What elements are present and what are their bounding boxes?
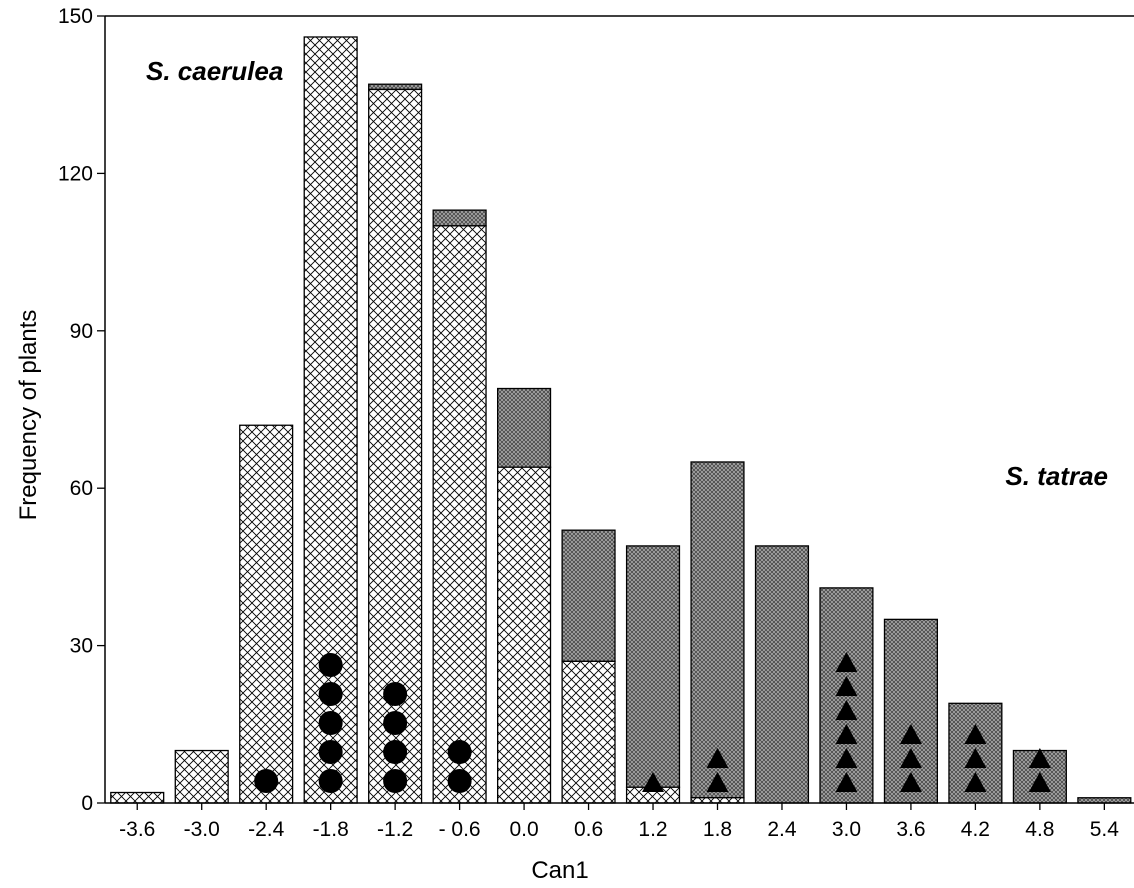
circle-marker — [318, 711, 343, 735]
circle-marker — [383, 711, 408, 735]
circle-marker — [383, 682, 408, 706]
x-tick-label: -1.8 — [313, 818, 349, 841]
triangle-marker — [1028, 748, 1051, 768]
bar-s-caerulea — [239, 424, 294, 804]
triangle-marker — [835, 724, 858, 744]
bar-s-caerulea — [690, 797, 745, 804]
bar-s-tatrae — [690, 461, 745, 799]
circle-marker — [318, 653, 343, 677]
bar-s-caerulea — [432, 225, 487, 804]
triangle-marker — [835, 700, 858, 720]
triangle-marker — [706, 772, 729, 792]
x-tick-label: 4.2 — [961, 818, 990, 841]
triangle-marker — [899, 748, 922, 768]
x-tick-label: - 0.6 — [439, 818, 481, 841]
bar-s-caerulea — [174, 749, 229, 804]
annotation-s-tatrae: S. tatrae — [1005, 461, 1108, 491]
circle-marker — [447, 740, 472, 764]
x-tick-label: 3.6 — [896, 818, 925, 841]
triangle-marker — [835, 652, 858, 672]
circle-marker — [318, 769, 343, 793]
x-tick-label: 0.6 — [574, 818, 603, 841]
x-tick-label: 4.8 — [1025, 818, 1054, 841]
y-tick-label: 60 — [70, 477, 93, 500]
triangle-marker — [964, 772, 987, 792]
bar-group — [110, 36, 1132, 804]
bar-s-tatrae — [368, 83, 423, 91]
y-tick-label: 0 — [81, 792, 93, 815]
x-tick-label: -3.0 — [184, 818, 220, 841]
x-tick-label: -1.2 — [377, 818, 413, 841]
y-tick-label: 30 — [70, 635, 93, 658]
annotation-s-caerulea: S. caerulea — [146, 56, 283, 86]
bar-s-tatrae — [754, 545, 810, 804]
circle-marker — [383, 769, 408, 793]
triangle-marker — [706, 748, 729, 768]
x-tick-label: 5.4 — [1090, 818, 1120, 841]
x-axis-title: Can1 — [531, 857, 588, 884]
triangle-marker — [835, 748, 858, 768]
y-axis-title: Frequency of plants — [15, 310, 42, 521]
x-tick-label: 1.2 — [638, 818, 667, 841]
x-tick-label: -2.4 — [248, 818, 285, 841]
x-tick-label: 0.0 — [509, 818, 538, 841]
circle-marker — [383, 740, 408, 764]
y-tick-label: 120 — [58, 162, 93, 185]
bar-s-caerulea — [110, 791, 165, 804]
bar-s-tatrae — [1077, 797, 1132, 804]
triangle-marker — [964, 724, 987, 744]
x-tick-label: -3.6 — [119, 818, 155, 841]
x-axis-ticks: -3.6 -3.0 -2.4 -1.8 -1.2 - 0.6 0.0 0.6 1.2 1.8 2.4… — [119, 803, 1119, 841]
bar-s-tatrae — [561, 529, 616, 662]
y-tick-label: 150 — [58, 5, 93, 28]
bar-s-caerulea — [561, 660, 616, 804]
bar-s-tatrae — [496, 387, 552, 468]
circle-marker — [254, 769, 279, 793]
triangle-marker — [964, 748, 987, 768]
y-tick-label: 90 — [70, 320, 93, 343]
triangle-marker — [1028, 772, 1051, 792]
triangle-marker — [835, 676, 858, 696]
y-axis-ticks: 0 30 60 90 120 150 — [58, 5, 105, 815]
circle-marker — [318, 740, 343, 764]
bar-s-caerulea — [496, 466, 552, 804]
circle-marker — [447, 769, 472, 793]
triangle-marker — [835, 772, 858, 792]
triangle-marker — [642, 772, 665, 792]
triangle-marker — [899, 772, 922, 792]
x-tick-label: 1.8 — [703, 818, 732, 841]
x-tick-label: 2.4 — [767, 818, 797, 841]
bar-s-tatrae — [432, 209, 487, 227]
bar-s-tatrae — [625, 545, 681, 788]
marker-group — [254, 652, 1051, 793]
circle-marker — [318, 682, 343, 706]
triangle-marker — [899, 724, 922, 744]
x-tick-label: 3.0 — [832, 818, 861, 841]
